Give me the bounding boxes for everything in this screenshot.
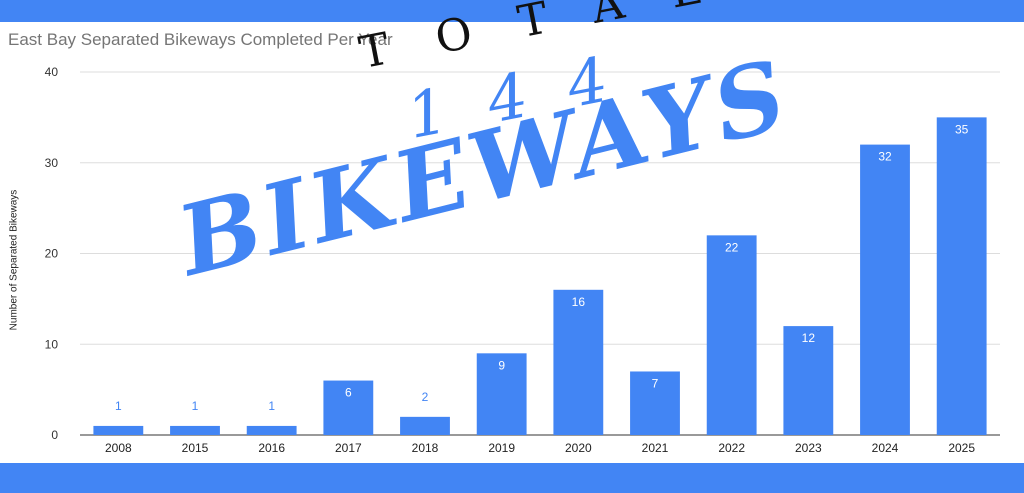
x-tick-label: 2023 bbox=[795, 441, 822, 455]
bar bbox=[630, 371, 680, 435]
x-tick-label: 2018 bbox=[412, 441, 439, 455]
bar bbox=[553, 289, 604, 435]
bar bbox=[323, 380, 374, 435]
data-label: 9 bbox=[498, 358, 505, 372]
data-label: 32 bbox=[878, 150, 892, 164]
x-tick-label: 2017 bbox=[335, 441, 362, 455]
bar bbox=[246, 425, 297, 435]
data-label: 22 bbox=[725, 240, 739, 254]
data-label: 7 bbox=[652, 376, 659, 390]
bar bbox=[476, 353, 527, 435]
data-label: 1 bbox=[268, 399, 275, 413]
top-banner bbox=[0, 0, 1024, 22]
x-tick-label: 2008 bbox=[105, 441, 132, 455]
x-tick-label: 2024 bbox=[872, 441, 899, 455]
bar bbox=[936, 117, 987, 435]
data-label: 16 bbox=[572, 295, 586, 309]
x-tick-label: 2015 bbox=[182, 441, 209, 455]
data-label: 6 bbox=[345, 386, 352, 400]
x-tick-label: 2021 bbox=[642, 441, 669, 455]
data-label: 1 bbox=[192, 399, 199, 413]
y-tick-label: 40 bbox=[45, 65, 59, 79]
data-label: 2 bbox=[422, 390, 429, 404]
y-tick-label: 30 bbox=[45, 156, 59, 170]
bar bbox=[93, 425, 144, 435]
bar bbox=[783, 326, 834, 435]
x-tick-label: 2025 bbox=[948, 441, 975, 455]
y-tick-label: 10 bbox=[45, 337, 59, 351]
bar bbox=[860, 144, 910, 435]
bar bbox=[706, 235, 757, 435]
data-label: 35 bbox=[955, 122, 969, 136]
x-tick-label: 2019 bbox=[488, 441, 515, 455]
x-tick-label: 2020 bbox=[565, 441, 592, 455]
data-label: 1 bbox=[115, 399, 122, 413]
chart-title: East Bay Separated Bikeways Completed Pe… bbox=[8, 30, 393, 49]
x-tick-label: 2022 bbox=[718, 441, 745, 455]
data-label: 12 bbox=[802, 331, 816, 345]
bottom-banner bbox=[0, 463, 1024, 493]
x-tick-label: 2016 bbox=[258, 441, 285, 455]
y-tick-label: 20 bbox=[45, 247, 59, 261]
bar bbox=[170, 425, 220, 435]
y-axis-label: Number of Separated Bikeways bbox=[8, 189, 20, 331]
bar bbox=[400, 416, 450, 435]
y-tick-label: 0 bbox=[51, 428, 58, 442]
